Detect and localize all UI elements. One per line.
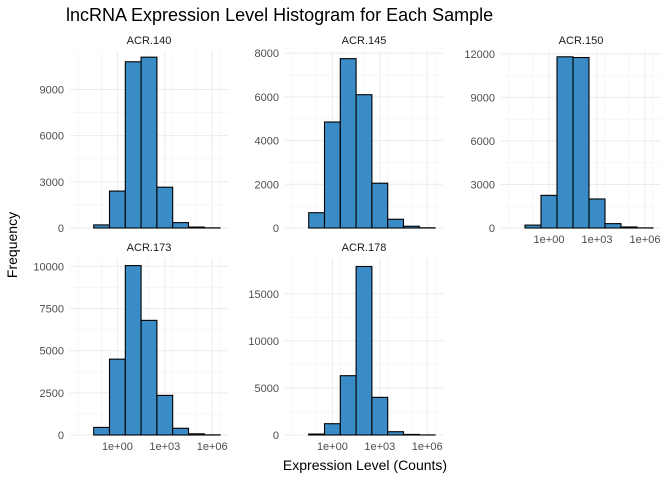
y-tick-label: 12000 [464,49,495,61]
histogram-bar [140,319,158,436]
y-tick-label: 0 [489,223,495,235]
histogram-bar [604,223,622,229]
y-tick-label: 9000 [40,84,64,96]
y-tick-label: 3000 [471,179,495,191]
histogram-bar [140,56,158,229]
histogram-bar [387,218,405,229]
x-tick-label: 1e+06 [412,441,443,453]
x-tick-label: 1e+03 [149,441,180,453]
y-tick-label: 8000 [255,48,279,60]
panel-acr-173: ACR.173 0 2500 5000 7500 10000 1e+00 1e+03 1e+06 [33,242,228,453]
histogram-bar [588,198,606,229]
histogram-bar [323,423,341,436]
panel-acr-140: ACR.140 0 3000 6000 9000 [40,35,228,235]
panel-strip-label: ACR.178 [342,242,387,254]
histogram-bar [187,433,205,436]
x-tick-label: 1e+06 [197,441,228,453]
x-tick-label: 1e+00 [317,441,348,453]
histogram-bar [524,224,542,229]
histogram-bar [172,427,190,436]
panel-acr-145: ACR.145 0 2000 4000 6000 8000 [255,35,443,235]
y-tick-label: 0 [58,223,64,235]
y-tick-label: 9000 [471,92,495,104]
x-axis-title: Expression Level (Counts) [283,457,447,473]
y-tick-label: 2000 [255,179,279,191]
x-tick-label: 1e+00 [102,441,133,453]
histogram-bar [355,94,373,229]
histogram-bar [371,396,389,436]
y-tick-label: 2500 [40,388,64,400]
y-tick-label: 6000 [40,131,64,143]
y-tick-label: 0 [273,223,279,235]
panel-strip-label: ACR.145 [342,35,387,47]
histogram-bar [124,61,142,229]
panel-acr-178: ACR.178 0 5000 10000 15000 1e+00 1e+03 1e+06 [248,242,443,453]
y-tick-label: 15000 [248,289,279,301]
x-tick-label: 1e+00 [534,234,565,246]
y-tick-label: 5000 [255,383,279,395]
chart-title: lncRNA Expression Level Histogram for Ea… [66,5,493,25]
y-tick-label: 4000 [255,136,279,148]
histogram-bar [371,182,389,229]
panel-strip-label: ACR.140 [127,35,172,47]
y-tick-label: 0 [58,430,64,442]
histogram-bar [556,56,574,229]
histogram-bar [387,431,405,436]
x-tick-label: 1e+03 [364,441,395,453]
y-tick-label: 7500 [40,304,64,316]
histogram-bar [308,433,326,436]
histogram-bar [156,394,174,436]
histogram-bar [402,433,420,436]
histogram-bar [355,265,373,436]
x-tick-label: 1e+03 [582,234,613,246]
x-tick-label: 1e+06 [630,234,661,246]
histogram-bar [156,186,174,229]
histogram-bar [124,265,142,436]
histogram-bar [308,212,326,229]
y-tick-label: 3000 [40,177,64,189]
y-tick-label: 5000 [40,346,64,358]
histogram-bar [402,225,420,229]
panels: ACR.140 0 3000 6000 9000 ACR.145 0 2000 4000 6000… [33,35,661,453]
y-tick-label: 6000 [255,92,279,104]
histogram-bar [93,224,111,229]
histogram-bar [339,375,357,436]
panel-strip-label: ACR.150 [559,35,604,47]
histogram-bar [93,426,111,436]
y-tick-label: 6000 [471,136,495,148]
histogram-bar [108,190,126,229]
panel-acr-150: ACR.150 0 3000 6000 9000 12000 1e+00 1e+03 1e+06 [464,35,661,246]
y-axis-title: Frequency [4,212,20,278]
histogram-bar [187,226,205,229]
histogram-bar [323,121,341,229]
histogram-bar [172,222,190,229]
histogram-bar [339,58,357,229]
histogram-bar [108,358,126,436]
histogram-bar [620,226,638,229]
y-tick-label: 10000 [33,261,64,273]
histogram-bar [572,56,590,229]
y-tick-label: 10000 [248,336,279,348]
panel-strip-label: ACR.173 [127,242,172,254]
y-tick-label: 0 [273,430,279,442]
histogram-bar [540,194,558,229]
